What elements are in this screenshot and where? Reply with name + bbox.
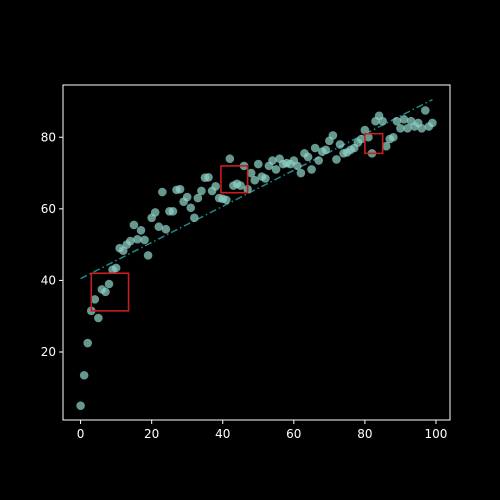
data-point xyxy=(221,195,231,205)
data-point xyxy=(357,134,366,144)
data-point xyxy=(293,161,302,171)
data-point xyxy=(381,141,391,151)
data-point xyxy=(364,132,373,142)
x-tick-label: 60 xyxy=(286,427,301,441)
data-point xyxy=(193,193,203,203)
highlight-box xyxy=(364,132,384,155)
data-point xyxy=(421,106,430,115)
axes-frame xyxy=(62,84,451,421)
data-point xyxy=(307,165,316,174)
plot-area xyxy=(76,99,437,410)
data-point xyxy=(186,203,196,213)
highlight-box xyxy=(220,165,249,194)
data-point xyxy=(271,165,281,174)
data-point xyxy=(158,187,167,197)
data-point xyxy=(389,132,398,142)
x-tick-label: 80 xyxy=(357,427,372,441)
data-point xyxy=(261,174,270,183)
data-point xyxy=(204,173,213,182)
y-tick-label: 40 xyxy=(41,273,56,287)
data-point xyxy=(310,143,320,153)
x-tick-label: 40 xyxy=(215,427,230,441)
data-point xyxy=(328,131,338,140)
data-point xyxy=(296,168,306,178)
data-point xyxy=(360,125,370,135)
data-point xyxy=(126,236,135,246)
data-point xyxy=(133,234,142,244)
highlight-box xyxy=(90,272,130,312)
data-point xyxy=(392,116,402,126)
x-tick-label: 100 xyxy=(425,427,448,441)
data-point xyxy=(104,279,114,289)
data-point xyxy=(101,287,110,297)
data-point xyxy=(396,124,405,133)
data-point xyxy=(246,168,256,178)
y-axis: 20 40 60 80 xyxy=(41,130,63,359)
data-point xyxy=(225,154,235,164)
data-point xyxy=(253,159,263,169)
data-point xyxy=(168,207,178,216)
data-point xyxy=(268,156,277,165)
data-point xyxy=(335,140,345,149)
data-point xyxy=(332,155,341,164)
data-point xyxy=(76,401,85,410)
data-point xyxy=(236,181,245,190)
x-axis: 0 20 40 60 80 100 xyxy=(77,420,448,441)
data-point xyxy=(140,235,149,245)
y-tick-label: 80 xyxy=(41,130,56,144)
data-point xyxy=(90,295,100,304)
data-point xyxy=(182,192,192,202)
data-point xyxy=(403,124,412,133)
data-point xyxy=(94,313,103,323)
data-point xyxy=(154,222,164,232)
data-point xyxy=(136,226,146,235)
x-tick-label: 0 xyxy=(77,427,85,441)
data-point xyxy=(161,224,171,234)
y-tick-label: 20 xyxy=(41,345,56,359)
data-point xyxy=(79,370,89,380)
data-point xyxy=(190,213,199,223)
data-point xyxy=(428,118,437,128)
data-point xyxy=(303,152,313,162)
data-point xyxy=(378,116,387,126)
data-point xyxy=(321,145,331,155)
data-point xyxy=(175,184,185,194)
x-tick-label: 20 xyxy=(144,427,159,441)
data-point xyxy=(129,220,139,230)
data-point xyxy=(111,263,121,273)
data-point xyxy=(250,175,260,185)
data-point xyxy=(83,338,92,348)
data-point xyxy=(143,251,153,260)
y-tick-label: 60 xyxy=(41,202,56,216)
data-point xyxy=(211,181,220,191)
data-point xyxy=(417,124,427,133)
data-point xyxy=(150,208,160,217)
data-point xyxy=(314,156,323,165)
data-point xyxy=(197,186,206,196)
data-point xyxy=(399,115,409,124)
